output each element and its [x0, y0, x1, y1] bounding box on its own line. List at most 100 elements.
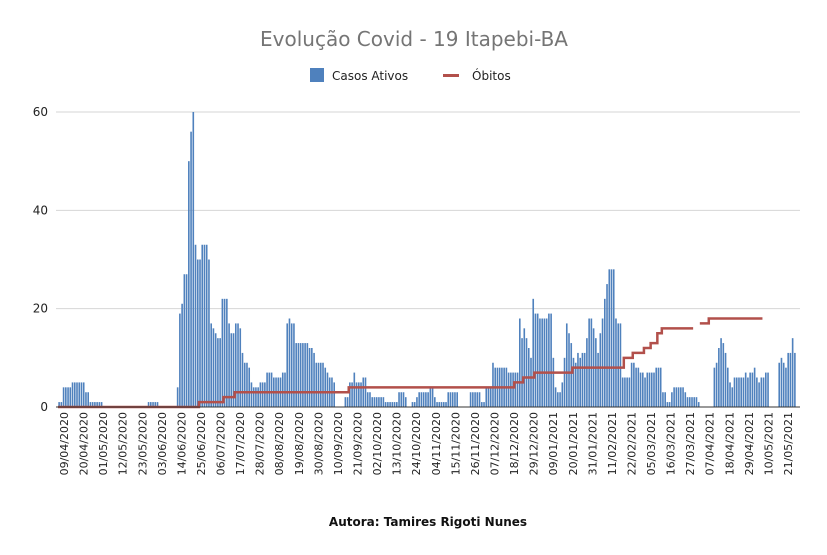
bar-casos-ativos: [237, 323, 239, 407]
bar-casos-ativos: [561, 382, 564, 407]
bar-casos-ativos: [261, 382, 264, 407]
bar-casos-ativos: [648, 372, 651, 407]
bar-casos-ativos: [393, 402, 396, 407]
bar-casos-ativos: [94, 402, 96, 407]
bar-casos-ativos: [346, 397, 349, 407]
bar-casos-ativos: [246, 362, 248, 407]
bar-casos-ativos: [688, 397, 691, 407]
x-tick-label: 18/12/2020: [508, 412, 521, 475]
bar-casos-ativos: [205, 244, 208, 407]
bar-casos-ativos: [362, 377, 365, 407]
bar-casos-ativos: [185, 274, 188, 407]
bar-casos-ativos: [71, 382, 74, 407]
bar-casos-ativos: [259, 382, 262, 407]
bar-casos-ativos: [364, 377, 367, 407]
bar-casos-ativos: [230, 333, 233, 407]
bar-casos-ativos: [252, 387, 255, 407]
bar-casos-ativos: [228, 323, 230, 407]
bar-casos-ativos: [234, 323, 237, 407]
bar-casos-ativos: [523, 328, 526, 407]
bar-casos-ativos: [270, 372, 273, 407]
bar-casos-ativos: [181, 303, 183, 407]
bar-casos-ativos: [434, 397, 436, 407]
x-tick-label: 08/08/2020: [273, 412, 286, 475]
bar-casos-ativos: [431, 387, 434, 407]
bar-casos-ativos: [73, 382, 76, 407]
bar-casos-ativos: [588, 318, 590, 407]
bar-casos-ativos: [290, 323, 293, 407]
bar-casos-ativos: [574, 362, 577, 407]
bar-casos-ativos: [642, 372, 644, 407]
bar-casos-ativos: [608, 269, 611, 407]
bar-casos-ativos: [319, 362, 322, 407]
x-tick-label: 07/12/2020: [488, 412, 501, 475]
bar-casos-ativos: [418, 392, 420, 407]
line-obitos-segment: [699, 317, 763, 325]
bar-casos-ativos: [590, 318, 593, 407]
bar-casos-ativos: [451, 392, 454, 407]
bar-casos-ativos: [241, 352, 244, 407]
bar-casos-ativos: [58, 402, 60, 407]
bar-casos-ativos: [686, 397, 689, 407]
bar-casos-ativos: [695, 397, 698, 407]
bar-casos-ativos: [720, 338, 722, 407]
bar-casos-ativos: [326, 372, 329, 407]
bar-casos-ativos: [375, 397, 378, 407]
bar-casos-ativos: [633, 362, 635, 407]
bar-casos-ativos: [550, 313, 552, 407]
bar-casos-ativos: [655, 367, 658, 407]
x-tick-label: 24/10/2020: [410, 412, 423, 475]
bar-casos-ativos: [563, 357, 566, 407]
x-tick-label: 28/07/2020: [254, 412, 267, 475]
x-tick-label: 22/02/2021: [625, 412, 638, 475]
bar-casos-ativos: [239, 328, 242, 407]
x-tick-label: 31/01/2021: [586, 412, 599, 475]
bar-casos-ativos: [612, 269, 615, 407]
bar-casos-ativos: [284, 372, 286, 407]
x-tick-label: 11/02/2021: [606, 412, 619, 475]
x-tick-label: 30/08/2020: [312, 412, 325, 475]
x-tick-label: 17/07/2020: [234, 412, 247, 475]
bar-casos-ativos: [217, 338, 219, 407]
y-tick-label: 20: [33, 302, 48, 316]
x-tick-label: 16/03/2021: [665, 412, 678, 475]
bar-casos-ativos: [543, 318, 546, 407]
bar-casos-ativos: [199, 259, 201, 407]
bar-casos-ativos: [156, 402, 159, 407]
bar-casos-ativos: [62, 387, 65, 407]
bar-casos-ativos: [536, 313, 539, 407]
bar-casos-ativos: [179, 313, 181, 407]
x-tick-label: 04/11/2020: [430, 412, 443, 475]
bar-casos-ativos: [532, 298, 535, 407]
bar-casos-ativos: [333, 382, 335, 407]
x-tick-label: 13/10/2020: [391, 412, 404, 475]
bar-casos-ativos: [82, 382, 85, 407]
bar-casos-ativos: [100, 402, 103, 407]
bar-casos-ativos: [214, 333, 217, 407]
bar-casos-ativos: [472, 392, 474, 407]
bar-casos-ativos: [568, 333, 570, 407]
y-tick-label: 60: [33, 105, 48, 119]
x-tick-label: 21/05/2021: [782, 412, 795, 475]
bar-casos-ativos: [154, 402, 157, 407]
bar-casos-ativos: [617, 323, 620, 407]
x-tick-label: 27/03/2021: [684, 412, 697, 475]
bar-casos-ativos: [778, 362, 781, 407]
bar-casos-ativos: [474, 392, 476, 407]
bar-casos-ativos: [662, 392, 664, 407]
bar-casos-ativos: [510, 372, 512, 407]
bar-casos-ativos: [176, 387, 179, 407]
bar-casos-ativos: [373, 397, 376, 407]
x-tick-label: 02/10/2020: [371, 412, 384, 475]
bar-casos-ativos: [715, 362, 718, 407]
bar-casos-ativos: [351, 382, 353, 407]
bar-casos-ativos: [76, 382, 78, 407]
bar-casos-ativos: [147, 402, 150, 407]
bar-casos-ativos: [203, 244, 206, 407]
bar-casos-ativos: [396, 402, 398, 407]
bar-casos-ativos: [557, 392, 559, 407]
bar-casos-ativos: [637, 367, 640, 407]
legend-label-obitos: Óbitos: [472, 68, 511, 83]
bar-casos-ativos: [436, 402, 438, 407]
bar-casos-ativos: [425, 392, 427, 407]
